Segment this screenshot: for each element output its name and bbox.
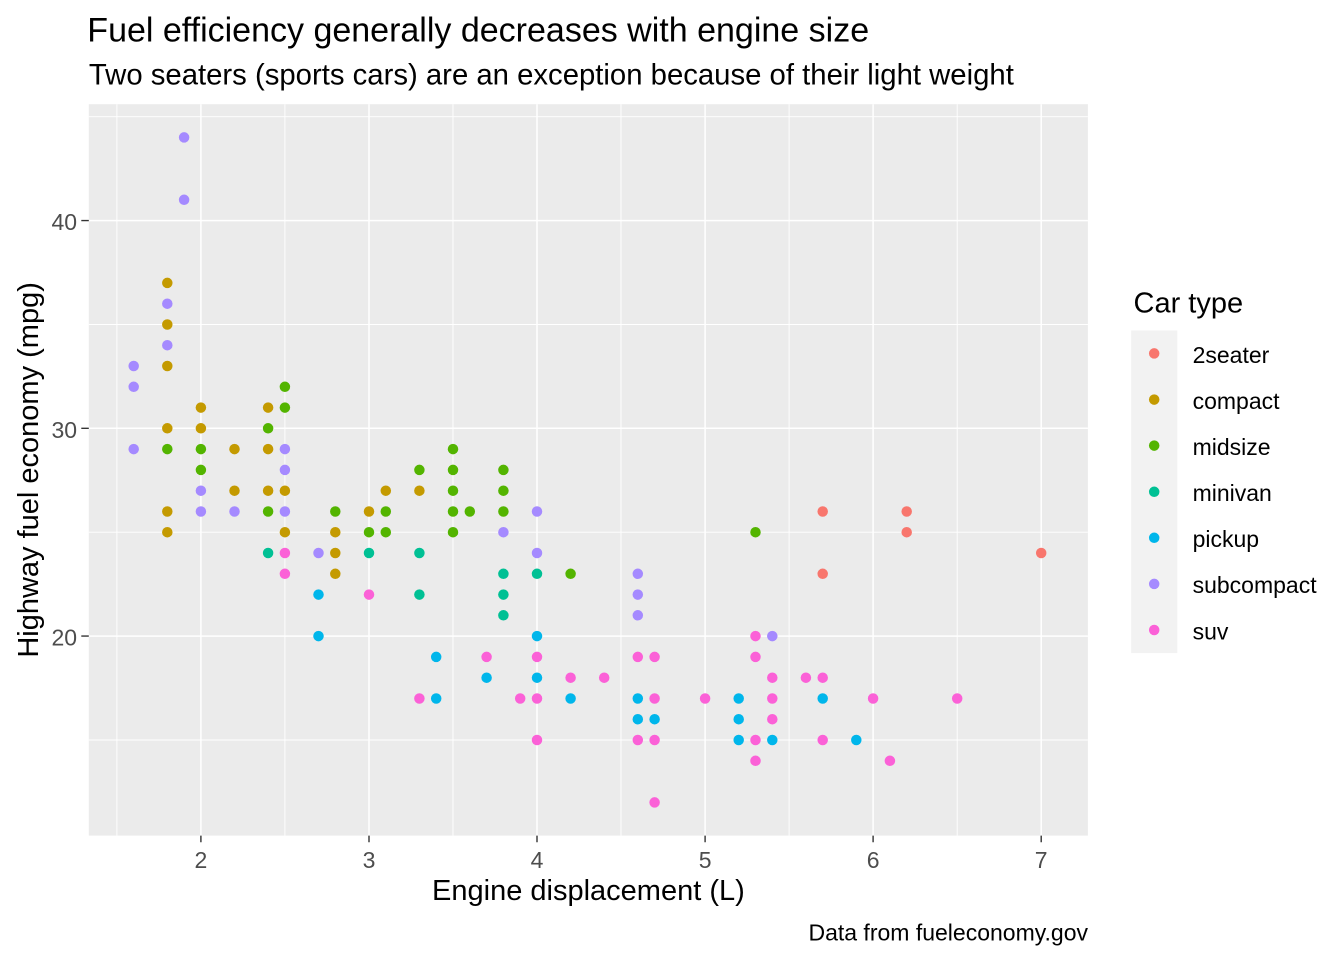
svg-text:6: 6 bbox=[867, 847, 880, 873]
svg-text:7: 7 bbox=[1035, 847, 1048, 873]
svg-text:Two seaters (sports cars) are: Two seaters (sports cars) are an excepti… bbox=[89, 59, 1014, 92]
svg-text:Fuel efficiency generally decr: Fuel efficiency generally decreases with… bbox=[87, 12, 869, 50]
svg-text:midsize: midsize bbox=[1193, 434, 1271, 460]
svg-text:5: 5 bbox=[699, 847, 712, 873]
svg-text:30: 30 bbox=[52, 417, 78, 443]
svg-text:2: 2 bbox=[195, 847, 208, 873]
svg-text:Highway fuel economy (mpg): Highway fuel economy (mpg) bbox=[13, 282, 45, 658]
svg-text:40: 40 bbox=[52, 209, 78, 235]
svg-text:suv: suv bbox=[1193, 618, 1229, 644]
svg-text:3: 3 bbox=[363, 847, 376, 873]
svg-text:20: 20 bbox=[52, 625, 78, 651]
svg-text:subcompact: subcompact bbox=[1193, 572, 1318, 598]
svg-text:Car type: Car type bbox=[1134, 288, 1244, 320]
svg-text:4: 4 bbox=[531, 847, 544, 873]
svg-text:compact: compact bbox=[1193, 388, 1281, 414]
svg-text:minivan: minivan bbox=[1193, 480, 1272, 506]
svg-text:Engine displacement (L): Engine displacement (L) bbox=[432, 875, 745, 907]
svg-text:2seater: 2seater bbox=[1193, 342, 1270, 368]
svg-text:pickup: pickup bbox=[1193, 526, 1259, 552]
svg-text:Data from fueleconomy.gov: Data from fueleconomy.gov bbox=[808, 920, 1088, 946]
